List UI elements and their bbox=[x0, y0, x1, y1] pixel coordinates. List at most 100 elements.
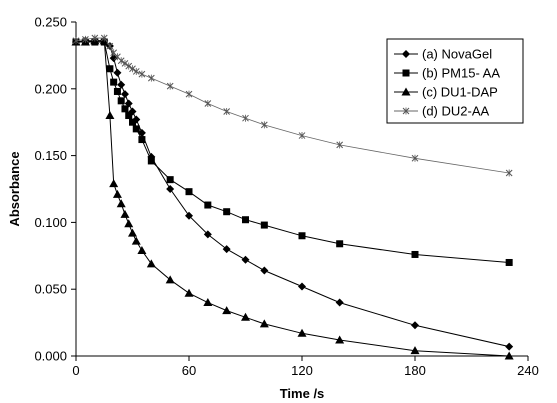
series-c-point bbox=[120, 209, 130, 218]
tick-labels: 0 60 120 180 240 0.000 0.050 0.100 0.150 0.200 0.2… bbox=[34, 15, 538, 379]
series-a-point bbox=[335, 298, 344, 307]
y-axis-title: Absorbance bbox=[7, 151, 22, 226]
series-c-point bbox=[124, 219, 134, 228]
series-b-point bbox=[336, 240, 344, 248]
x-tick-label: 180 bbox=[404, 363, 426, 378]
series-a-point bbox=[166, 185, 175, 193]
series-d-point bbox=[166, 82, 174, 90]
x-tick-label: 120 bbox=[291, 363, 313, 378]
series-c-point bbox=[222, 306, 232, 315]
series-a-point bbox=[124, 99, 133, 108]
series-b-point bbox=[106, 65, 114, 73]
y-tick-label: 0.100 bbox=[34, 215, 67, 230]
series-b-point bbox=[125, 112, 133, 120]
series-d-point bbox=[121, 59, 129, 67]
x-tick-label: 60 bbox=[182, 363, 196, 378]
series-a-point bbox=[117, 80, 126, 89]
series-b-point bbox=[166, 176, 174, 184]
series-d-point bbox=[91, 34, 99, 42]
series-b-point bbox=[129, 118, 136, 126]
series-c-point bbox=[128, 228, 137, 237]
series-d-point bbox=[505, 169, 513, 177]
series-d-point bbox=[100, 34, 108, 42]
series-b-point bbox=[121, 105, 129, 113]
series-d-point bbox=[147, 74, 155, 82]
legend-marker bbox=[402, 50, 410, 58]
legend-label: (d) DU2-AA bbox=[422, 104, 490, 119]
series-b-point bbox=[185, 188, 193, 196]
series-a-point bbox=[241, 255, 250, 264]
series-c-point bbox=[297, 328, 307, 337]
series-a-point bbox=[109, 54, 118, 63]
series-d-point bbox=[336, 141, 344, 149]
series-d-point bbox=[117, 57, 125, 65]
series-d-point bbox=[260, 121, 268, 129]
series-b-point bbox=[298, 232, 306, 240]
series-c-point bbox=[146, 259, 156, 268]
series-a-point bbox=[185, 211, 193, 220]
y-tick-label: 0.250 bbox=[34, 15, 67, 30]
series-b-point bbox=[110, 78, 118, 86]
series-c-point bbox=[410, 346, 420, 355]
series-b-point bbox=[132, 125, 140, 133]
series-c-point bbox=[105, 111, 115, 120]
series-a-point bbox=[203, 230, 212, 239]
series-d-point bbox=[138, 70, 146, 78]
legend-box bbox=[386, 38, 524, 124]
series-d-point bbox=[72, 37, 80, 45]
series-b-point bbox=[138, 136, 146, 144]
series-c-point bbox=[109, 179, 119, 188]
legend: (a) NovaGel (b) PM15- AA (c) DU1-DAP (d) DU… bbox=[386, 38, 524, 124]
series-c-point bbox=[203, 298, 213, 307]
series-d-point bbox=[82, 35, 89, 43]
series-b-point bbox=[505, 258, 513, 266]
legend-label: (c) DU1-DAP bbox=[422, 85, 498, 100]
series-c-point bbox=[116, 199, 126, 208]
legend-label: (b) PM15- AA bbox=[422, 66, 500, 81]
x-tick-label: 240 bbox=[517, 363, 539, 378]
series-d-point bbox=[185, 90, 193, 98]
series-b-point bbox=[260, 221, 268, 229]
legend-marker bbox=[402, 69, 410, 77]
x-tick-label: 0 bbox=[72, 363, 79, 378]
y-tick-label: 0.000 bbox=[34, 349, 67, 364]
series-d-point bbox=[106, 42, 114, 50]
series-c-point bbox=[504, 351, 514, 360]
series-a-point bbox=[298, 282, 306, 291]
series-b-point bbox=[147, 157, 155, 165]
series-d-point bbox=[204, 99, 212, 107]
series-c-point bbox=[131, 236, 141, 245]
series-a-point bbox=[120, 90, 129, 99]
series-d-point bbox=[411, 154, 419, 162]
series-c-point bbox=[241, 312, 250, 321]
series-b-point bbox=[204, 201, 212, 209]
series-c-line bbox=[76, 40, 510, 357]
series-d-point bbox=[223, 108, 231, 116]
series-c-point bbox=[259, 319, 269, 328]
legend-marker bbox=[401, 87, 411, 96]
series-a-point bbox=[260, 266, 269, 275]
series-d bbox=[72, 34, 513, 177]
series-d-point bbox=[298, 132, 306, 140]
series-d-point bbox=[129, 65, 136, 73]
series-c-point bbox=[184, 288, 194, 297]
series-d-point bbox=[132, 67, 140, 75]
x-axis-title: Time /s bbox=[280, 386, 325, 401]
series-a-point bbox=[113, 68, 122, 77]
legend-marker bbox=[402, 107, 410, 115]
series-d-point bbox=[242, 114, 249, 122]
series-c-point bbox=[335, 335, 345, 344]
series-b-line bbox=[76, 41, 510, 263]
axes bbox=[71, 21, 529, 361]
series-c-point bbox=[112, 189, 122, 198]
series-layer bbox=[71, 34, 514, 360]
series-a-point bbox=[222, 245, 231, 254]
series-c-point bbox=[137, 245, 147, 254]
series-b-point bbox=[242, 216, 249, 224]
series-b-point bbox=[113, 87, 121, 95]
series-b-point bbox=[117, 97, 125, 105]
series-a-point bbox=[411, 321, 419, 330]
series-d-point bbox=[125, 62, 133, 70]
series-c-point bbox=[165, 275, 175, 284]
